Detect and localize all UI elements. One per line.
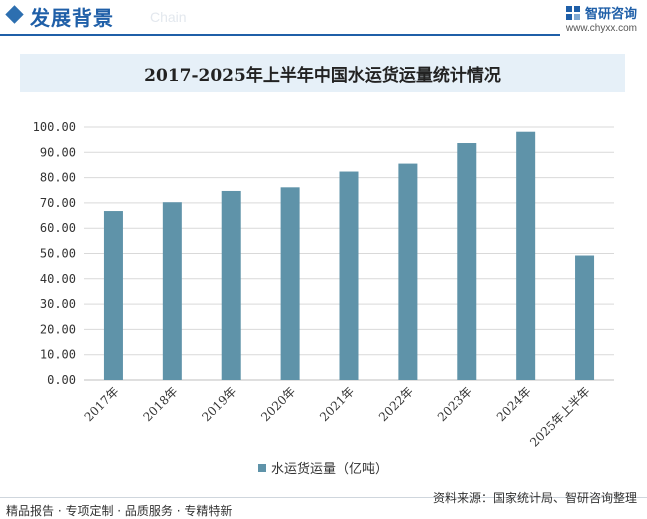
bar bbox=[162, 202, 182, 380]
section-subtitle: Chain bbox=[150, 9, 187, 25]
chart-title-band: 2017-2025年上半年中国水运货运量统计情况 bbox=[20, 54, 625, 92]
x-tick-label: 2017年 bbox=[82, 384, 122, 424]
brand: 智研咨询 www.chyxx.com bbox=[565, 3, 637, 34]
y-tick-label: 0.00 bbox=[47, 373, 76, 387]
y-tick-label: 30.00 bbox=[40, 297, 76, 311]
x-tick-label: 2023年 bbox=[435, 384, 475, 424]
source-note: 资料来源：国家统计局、智研咨询整理 bbox=[432, 491, 637, 505]
x-tick-label: 2024年 bbox=[494, 384, 534, 424]
x-tick-label: 2025年上半年 bbox=[527, 384, 592, 449]
x-tick-label: 2020年 bbox=[258, 384, 298, 424]
chart-title: 2017-2025年上半年中国水运货运量统计情况 bbox=[144, 65, 501, 86]
bar bbox=[457, 143, 477, 380]
x-tick-label: 2018年 bbox=[140, 384, 180, 424]
bar bbox=[221, 190, 241, 380]
footer: 精品报告 · 专项定制 · 品质服务 · 专精特新 bbox=[0, 497, 647, 519]
section-title: 发展背景 bbox=[30, 6, 114, 30]
bar bbox=[398, 163, 418, 380]
bar bbox=[280, 187, 300, 380]
legend: 水运货运量（亿吨） bbox=[258, 458, 388, 477]
y-tick-label: 80.00 bbox=[40, 171, 76, 185]
y-tick-label: 50.00 bbox=[40, 247, 76, 261]
brand-logo-icon bbox=[565, 5, 580, 20]
bar bbox=[103, 211, 123, 380]
header-rule bbox=[0, 34, 560, 36]
brand-url: www.chyxx.com bbox=[565, 23, 637, 34]
legend-label: 水运货运量（亿吨） bbox=[271, 462, 389, 477]
y-tick-label: 70.00 bbox=[40, 196, 76, 210]
bar bbox=[516, 131, 536, 380]
legend-swatch bbox=[258, 463, 266, 472]
y-tick-label: 100.00 bbox=[33, 120, 76, 134]
x-tick-label: 2022年 bbox=[376, 384, 416, 424]
section-header: 发展背景 Chain 智研咨询 www.chyxx.com bbox=[0, 0, 647, 36]
footer-tags: 精品报告 · 专项定制 · 品质服务 · 专精特新 bbox=[6, 504, 233, 518]
y-tick-label: 90.00 bbox=[40, 145, 76, 159]
footer-rule bbox=[0, 497, 647, 498]
brand-name: 智研咨询 bbox=[584, 7, 637, 22]
y-tick-label: 60.00 bbox=[40, 221, 76, 235]
bar bbox=[575, 255, 595, 380]
y-tick-label: 20.00 bbox=[40, 322, 76, 336]
y-tick-label: 10.00 bbox=[40, 348, 76, 362]
y-tick-label: 40.00 bbox=[40, 272, 76, 286]
x-tick-label: 2021年 bbox=[317, 384, 357, 424]
x-tick-label: 2019年 bbox=[199, 384, 239, 424]
bar bbox=[339, 171, 359, 380]
